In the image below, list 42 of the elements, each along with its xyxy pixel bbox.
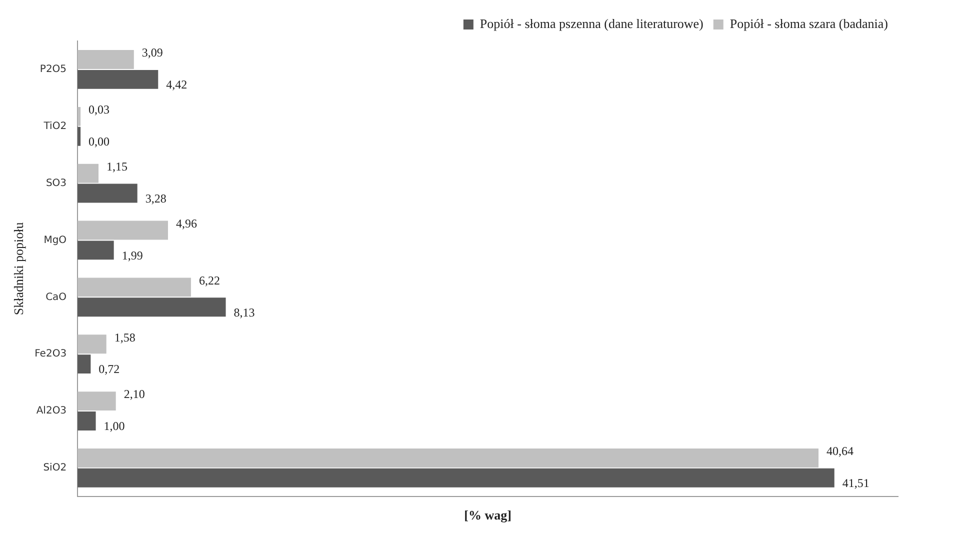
data-label: 3,28: [145, 191, 166, 206]
data-label: 4,96: [176, 216, 197, 230]
y-tick-label: SO3: [46, 178, 67, 189]
bar: [78, 70, 158, 89]
data-label: 4,42: [166, 78, 188, 92]
data-label: 1,00: [104, 419, 125, 434]
data-label: 1,15: [106, 160, 128, 174]
data-label: 0,03: [88, 102, 110, 117]
y-axis-title: Składniki popiołu: [11, 222, 26, 316]
data-label: 1,99: [122, 248, 143, 262]
y-tick-label: P2O5: [40, 64, 67, 76]
bar: [78, 50, 134, 69]
y-tick-label: CaO: [46, 292, 67, 303]
data-label: 0,00: [88, 134, 110, 149]
bar: [78, 448, 819, 468]
bar: [78, 354, 91, 374]
bar: [78, 412, 96, 430]
x-axis-title: [% wag]: [464, 508, 512, 523]
bar: [78, 468, 834, 488]
data-label: 8,13: [234, 305, 255, 320]
data-label: 40,64: [826, 444, 854, 458]
legend-label: Popiół - słoma szara (badania): [730, 16, 888, 31]
data-label: 3,09: [142, 46, 163, 60]
bar: [78, 278, 191, 297]
legend-label: Popiół - słoma pszenna (dane literaturowe): [480, 16, 704, 31]
bar: [78, 334, 106, 354]
y-tick-label: SiO2: [43, 462, 67, 474]
data-label: 41,51: [842, 476, 870, 490]
y-tick-label: Fe2O3: [34, 348, 67, 360]
y-tick-label: TiO2: [42, 120, 67, 132]
bar: [78, 184, 138, 203]
bar: [78, 220, 168, 240]
bar: [78, 298, 226, 317]
data-label: 0,72: [98, 362, 120, 376]
bar: [78, 240, 114, 260]
bar: [78, 392, 116, 411]
y-tick-label: MgO: [44, 234, 67, 246]
data-label: 1,58: [114, 330, 136, 344]
bar: [78, 164, 99, 183]
data-label: 6,22: [198, 273, 220, 288]
y-tick-label: Al2O3: [36, 406, 67, 417]
data-label: 2,10: [124, 387, 145, 402]
